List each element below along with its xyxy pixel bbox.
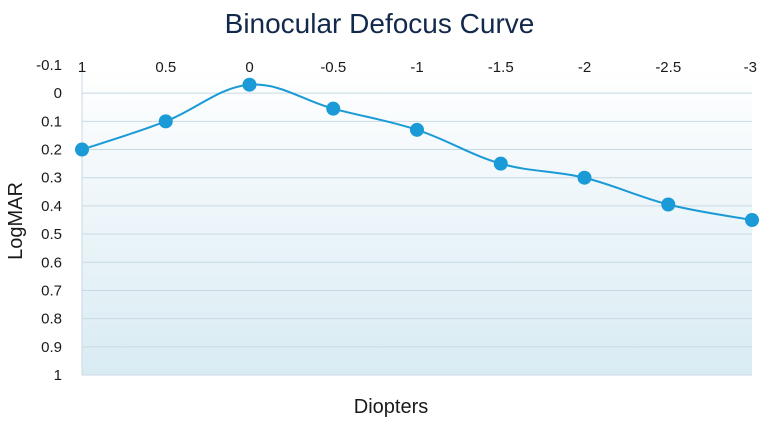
x-tick-label: 0: [245, 59, 253, 76]
data-point: [75, 142, 89, 157]
grid-lines: [81, 65, 752, 376]
y-tick-label: 0.2: [41, 142, 62, 159]
data-point: [493, 156, 508, 171]
y-tick-label: 0.9: [41, 339, 62, 356]
y-tick-label: 0.7: [41, 282, 62, 299]
x-axis-ticks: 1 0.5 0 -0.5 -1 -1.5 -2 -2.5 -3: [78, 59, 757, 76]
data-point: [326, 101, 341, 116]
y-tick-label: 1: [54, 367, 62, 384]
y-axis-ticks: -0.1 0 0.1 0.2 0.3 0.4 0.5 0.6 0.7 0.8 0.9 1: [36, 57, 62, 384]
data-point: [242, 77, 257, 92]
x-tick-label: -2.5: [655, 59, 681, 76]
y-tick-label: 0.3: [41, 170, 62, 187]
x-tick-label: -3: [744, 59, 757, 76]
data-point: [158, 114, 173, 129]
plot-area: [82, 65, 752, 375]
data-point: [661, 197, 676, 212]
x-tick-label: -1.5: [488, 59, 514, 76]
data-point: [745, 213, 759, 227]
y-tick-label: 0.5: [41, 226, 62, 243]
x-tick-label: -2: [578, 59, 591, 76]
series-layer: [75, 77, 759, 227]
data-point: [410, 122, 424, 137]
x-tick-label: 0.5: [155, 59, 176, 76]
y-tick-label: 0.4: [41, 198, 62, 215]
x-tick-label: 1: [78, 59, 86, 76]
x-tick-label: -1: [410, 59, 423, 76]
x-axis-title: Diopters: [354, 396, 428, 418]
x-tick-label: -0.5: [320, 59, 346, 76]
y-tick-label: 0: [54, 85, 62, 102]
chart-title: Binocular Defocus Curve: [225, 8, 535, 39]
y-tick-label: 0.6: [41, 254, 62, 271]
y-tick-label: -0.1: [36, 57, 62, 74]
y-tick-label: 0.1: [41, 113, 62, 130]
y-axis-title: LogMAR: [5, 182, 27, 260]
data-point: [577, 170, 592, 185]
y-tick-label: 0.8: [41, 311, 62, 328]
